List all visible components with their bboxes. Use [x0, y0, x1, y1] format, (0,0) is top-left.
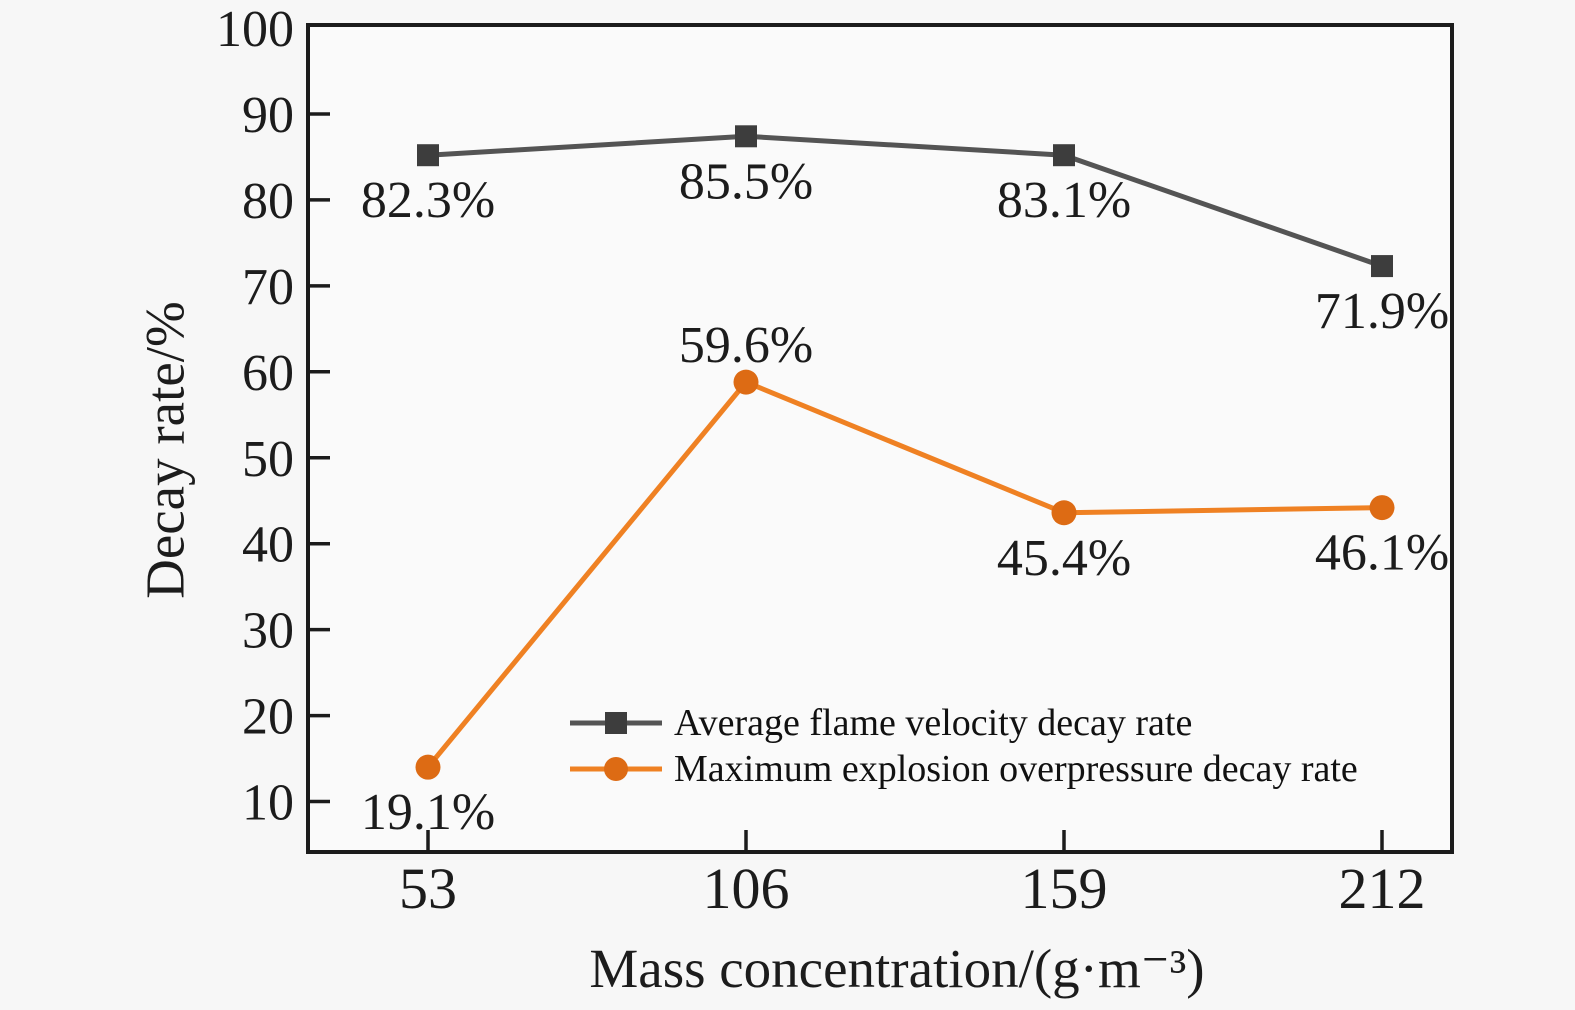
circle-marker-line-icon — [570, 757, 662, 781]
y-tick-label: 30 — [242, 603, 294, 660]
y-axis-title: Decay rate/% — [134, 301, 196, 599]
legend: Average flame velocity decay rate Maximu… — [568, 700, 1358, 792]
flame-velocity-line — [427, 133, 1383, 269]
legend-item-overpressure: Maximum explosion overpressure decay rat… — [568, 746, 1358, 792]
y-tick-label: 100 — [216, 1, 294, 58]
x-axis-title: Mass concentration/(g·m⁻³) — [589, 938, 1205, 999]
circle-marker — [1051, 500, 1077, 526]
plot-frame — [306, 23, 1454, 854]
legend-item-flame-velocity: Average flame velocity decay rate — [568, 700, 1358, 746]
legend-label-overpressure: Maximum explosion overpressure decay rat… — [674, 748, 1358, 790]
legend-label-flame-velocity: Average flame velocity decay rate — [674, 702, 1193, 744]
point-label: 85.5% — [679, 153, 813, 210]
circle-marker — [1369, 495, 1395, 521]
y-tick-label: 20 — [242, 689, 294, 746]
overpressure-line — [426, 379, 1383, 769]
y-tick-label: 70 — [242, 259, 294, 316]
square-marker — [1371, 255, 1393, 278]
x-tick-label: 212 — [1339, 856, 1426, 921]
circle-marker — [415, 754, 441, 780]
square-marker — [735, 125, 757, 148]
y-tick-label: 10 — [242, 775, 294, 832]
point-label: 59.6% — [679, 317, 813, 374]
y-tick-label: 90 — [242, 87, 294, 144]
x-tick-label: 106 — [703, 856, 790, 921]
circle-marker — [733, 369, 759, 395]
point-label: 83.1% — [997, 172, 1131, 229]
y-tick-label: 40 — [242, 517, 294, 574]
y-tick-label: 60 — [242, 345, 294, 402]
point-label: 45.4% — [997, 530, 1131, 587]
square-marker-line-icon — [570, 712, 662, 734]
y-tick-label: 80 — [242, 173, 294, 230]
square-marker — [1053, 144, 1075, 167]
point-label: 46.1% — [1315, 525, 1449, 582]
point-label: 19.1% — [361, 784, 495, 841]
x-tick-label: 159 — [1021, 856, 1108, 921]
point-label: 71.9% — [1315, 283, 1449, 340]
square-marker — [417, 144, 439, 167]
x-tick-label: 53 — [399, 856, 457, 921]
y-tick-label: 50 — [242, 431, 294, 488]
point-label: 82.3% — [361, 172, 495, 229]
